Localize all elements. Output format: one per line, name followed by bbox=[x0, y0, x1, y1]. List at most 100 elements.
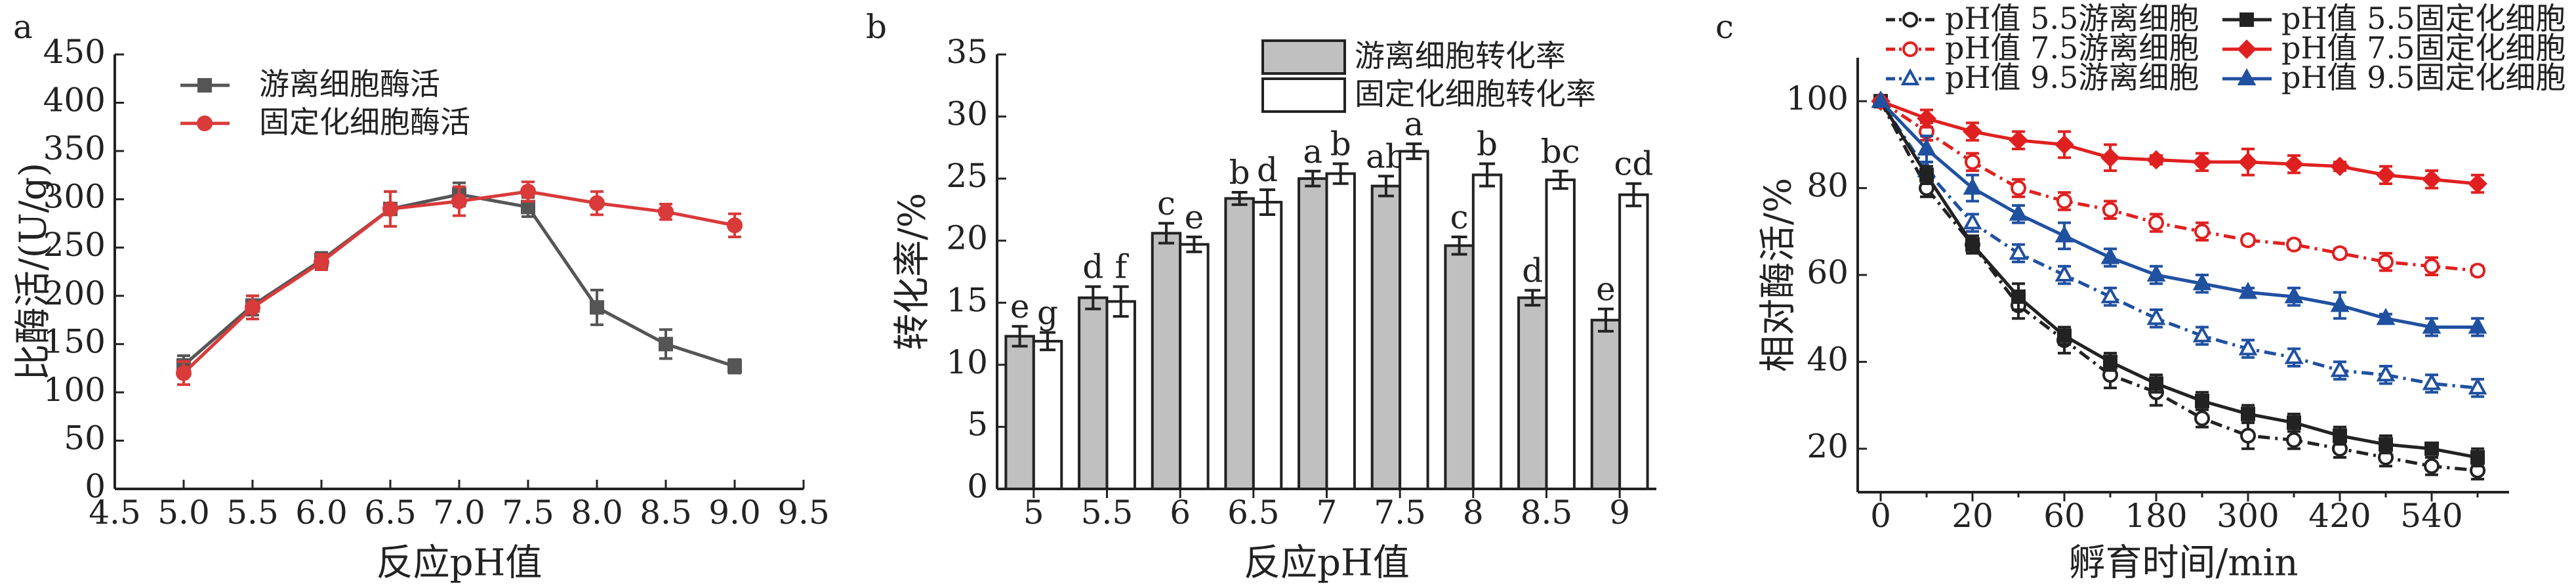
legend-label: 游离细胞转化率 bbox=[1355, 38, 1566, 74]
marker bbox=[2422, 373, 2442, 390]
marker bbox=[1902, 12, 1918, 28]
x-tick-label: 5.5 bbox=[1081, 494, 1134, 532]
marker bbox=[1917, 108, 1936, 129]
marker bbox=[1917, 138, 1936, 156]
significance-letter: d bbox=[1257, 151, 1278, 189]
x-tick-label: 6.0 bbox=[295, 494, 348, 532]
x-tick-label: 7 bbox=[1317, 494, 1338, 532]
error-bar bbox=[1085, 285, 1101, 310]
marker bbox=[2238, 282, 2258, 299]
marker bbox=[2192, 152, 2212, 172]
marker bbox=[2470, 450, 2485, 465]
error-bar bbox=[1305, 169, 1321, 188]
x-tick-label: 8 bbox=[1463, 494, 1484, 532]
error-bar bbox=[1040, 331, 1056, 352]
marker bbox=[2422, 316, 2442, 334]
x-tick-label: 6 bbox=[1170, 494, 1191, 532]
y-tick-label: 0 bbox=[967, 467, 988, 505]
marker bbox=[2103, 354, 2117, 369]
bar bbox=[1444, 244, 1475, 490]
marker bbox=[2287, 415, 2301, 430]
marker bbox=[2100, 285, 2120, 304]
marker bbox=[2284, 346, 2304, 364]
y-tick-label: 100 bbox=[43, 371, 106, 409]
x-tick-label: 5.5 bbox=[226, 494, 279, 532]
marker bbox=[245, 299, 260, 316]
significance-letter: bc bbox=[1541, 133, 1580, 171]
x-tick-label: 60 bbox=[2043, 497, 2085, 535]
marker bbox=[659, 337, 673, 352]
marker bbox=[2239, 12, 2254, 27]
bar bbox=[1151, 232, 1182, 490]
significance-letter: c bbox=[1450, 198, 1469, 236]
marker bbox=[1963, 177, 1982, 195]
x-tick-label: 7.5 bbox=[502, 494, 554, 532]
marker bbox=[2286, 432, 2302, 448]
marker bbox=[2149, 376, 2163, 391]
x-tick-label: 540 bbox=[2400, 497, 2463, 535]
significance-letter: b bbox=[1229, 154, 1250, 192]
marker bbox=[2009, 130, 2028, 150]
y-tick-label: 250 bbox=[43, 226, 106, 264]
marker bbox=[2192, 325, 2212, 343]
y-tick-label: 25 bbox=[946, 157, 988, 195]
x-axis-label: 反应pH值 bbox=[1244, 542, 1410, 585]
bar bbox=[1179, 243, 1210, 490]
marker bbox=[2376, 165, 2396, 185]
bar bbox=[1590, 318, 1622, 490]
x-tick-label: 8.0 bbox=[571, 494, 623, 532]
error-bar bbox=[1479, 162, 1496, 188]
significance-letter: b bbox=[1477, 125, 1498, 163]
marker bbox=[2241, 406, 2255, 421]
marker bbox=[1965, 237, 1980, 252]
marker bbox=[1963, 212, 1982, 230]
y-tick-label: 35 bbox=[946, 33, 988, 71]
marker bbox=[2468, 174, 2487, 194]
x-tick-label: 8.5 bbox=[640, 494, 692, 532]
bar bbox=[1618, 193, 1649, 490]
marker bbox=[2330, 360, 2350, 377]
series-line bbox=[1879, 100, 2478, 459]
y-tick-label: 10 bbox=[946, 343, 988, 381]
marker bbox=[2237, 39, 2257, 59]
marker bbox=[2148, 215, 2164, 231]
bar bbox=[1105, 300, 1136, 490]
x-tick-label: 300 bbox=[2217, 497, 2279, 535]
x-tick-label: 420 bbox=[2308, 497, 2371, 535]
marker bbox=[2192, 273, 2212, 291]
error-bar bbox=[1378, 175, 1394, 198]
significance-letter: e bbox=[1185, 198, 1204, 236]
error-bar bbox=[1451, 236, 1467, 256]
marker bbox=[2424, 258, 2440, 274]
marker bbox=[2100, 148, 2120, 168]
series-line bbox=[182, 192, 735, 368]
marker bbox=[2468, 377, 2487, 395]
marker bbox=[2333, 428, 2347, 443]
marker bbox=[382, 201, 398, 217]
marker bbox=[590, 300, 604, 315]
bar bbox=[1298, 177, 1328, 490]
marker bbox=[2422, 169, 2442, 190]
y-tick-label: 40 bbox=[1807, 340, 1849, 378]
panel-letter: a bbox=[13, 8, 33, 46]
marker bbox=[451, 193, 467, 209]
marker bbox=[2146, 264, 2166, 282]
marker bbox=[2011, 289, 2026, 304]
legend-label: pH值 9.5固定化细胞 bbox=[2281, 60, 2566, 95]
bar bbox=[1517, 296, 1548, 490]
bar bbox=[1078, 296, 1109, 490]
marker bbox=[2240, 427, 2256, 444]
legend-label: 固定化细胞转化率 bbox=[1355, 76, 1596, 112]
marker bbox=[197, 116, 213, 131]
error-bar bbox=[1332, 162, 1349, 185]
series-line bbox=[1879, 100, 2478, 390]
y-tick-label: 15 bbox=[946, 281, 988, 319]
y-axis-label: 转化率/% bbox=[891, 193, 934, 350]
marker bbox=[1902, 41, 1918, 57]
marker bbox=[2055, 264, 2074, 282]
bar bbox=[1399, 150, 1429, 490]
marker bbox=[2238, 338, 2258, 356]
marker bbox=[2378, 254, 2394, 270]
panel-letter: b bbox=[866, 8, 887, 46]
y-tick-label: 450 bbox=[43, 33, 106, 71]
